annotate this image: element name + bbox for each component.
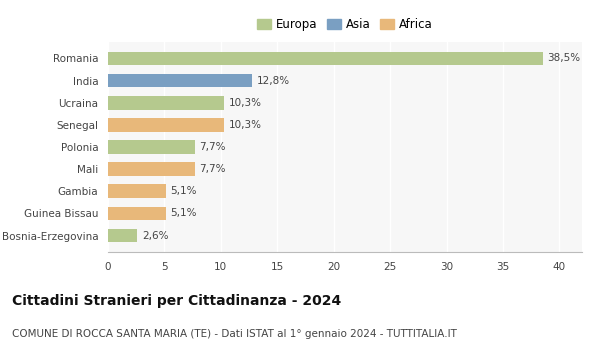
- Bar: [108, 118, 224, 132]
- Text: 38,5%: 38,5%: [547, 54, 580, 63]
- Bar: [108, 162, 195, 176]
- Bar: [108, 74, 253, 88]
- Bar: [108, 51, 542, 65]
- Bar: [108, 96, 224, 110]
- Text: 7,7%: 7,7%: [199, 142, 226, 152]
- Bar: [108, 184, 166, 198]
- Text: COMUNE DI ROCCA SANTA MARIA (TE) - Dati ISTAT al 1° gennaio 2024 - TUTTITALIA.IT: COMUNE DI ROCCA SANTA MARIA (TE) - Dati …: [12, 329, 457, 339]
- Text: 5,1%: 5,1%: [170, 209, 197, 218]
- Text: 12,8%: 12,8%: [257, 76, 290, 85]
- Bar: [108, 206, 166, 220]
- Bar: [108, 229, 137, 243]
- Legend: Europa, Asia, Africa: Europa, Asia, Africa: [254, 14, 436, 34]
- Text: 10,3%: 10,3%: [229, 98, 262, 108]
- Bar: [108, 140, 195, 154]
- Text: 5,1%: 5,1%: [170, 186, 197, 196]
- Text: 2,6%: 2,6%: [142, 231, 169, 240]
- Text: 7,7%: 7,7%: [199, 164, 226, 174]
- Text: Cittadini Stranieri per Cittadinanza - 2024: Cittadini Stranieri per Cittadinanza - 2…: [12, 294, 341, 308]
- Text: 10,3%: 10,3%: [229, 120, 262, 130]
